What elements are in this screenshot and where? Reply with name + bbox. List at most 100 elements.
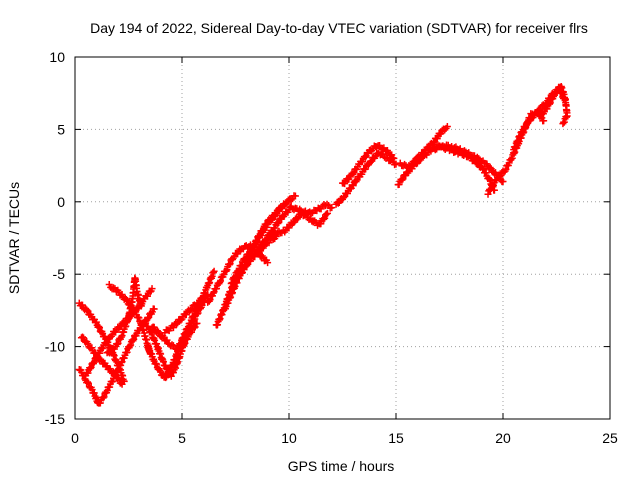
data-point [213,285,221,293]
y-tick-label: 5 [57,121,65,137]
data-point [253,237,261,245]
data-point [499,178,507,186]
data-point [100,393,108,401]
data-point [169,324,177,332]
data-point [92,318,100,326]
data-point [96,324,104,332]
grid [75,57,610,419]
data-point [264,259,272,267]
data-point [294,215,302,223]
data-point [522,122,530,130]
data-point [162,373,170,381]
axis-ticks: 0 5 10 15 20 25 -15 -10 -5 0 5 10 [45,49,618,446]
data-point [127,341,135,349]
data-point [168,341,176,349]
data-point [482,169,490,177]
data-point [162,374,170,382]
data-point [86,364,94,372]
data-point [103,339,111,347]
data-point [540,117,548,125]
data-point [231,272,239,280]
data-point [144,314,152,322]
data-track [227,192,299,287]
data-point [484,190,492,198]
y-tick-label: 0 [57,194,65,210]
data-point [340,194,348,202]
data-point [129,337,137,345]
data-point [110,284,118,292]
data-point [479,165,487,173]
data-point [345,175,353,183]
y-tick-label: 10 [49,49,65,65]
data-point [290,218,298,226]
data-point [473,153,481,161]
data-track [148,267,218,353]
data-point [317,220,325,228]
data-point [217,277,225,285]
data-point [398,176,406,184]
y-axis-label: SDTVAR / TECUs [6,182,22,294]
data-point [516,132,524,140]
data-point [392,160,400,168]
data-point [117,379,125,387]
data-point [187,306,195,314]
data-track [264,209,332,241]
data-point [113,340,121,348]
data-point [84,369,92,377]
data-point [253,238,261,246]
data-point [413,159,421,167]
data-point [364,149,372,157]
data-track [339,142,398,188]
x-tick-label: 25 [602,430,618,446]
data-point [83,306,91,314]
data-point [135,314,143,322]
data-point [358,158,366,166]
data-point [335,199,343,207]
chart-title: Day 194 of 2022, Sidereal Day-to-day VTE… [90,20,588,36]
data-point [546,100,554,108]
data-point [137,302,145,310]
data-track [394,142,498,194]
data-point [443,123,451,131]
data-point [96,399,104,407]
data-point [349,182,357,190]
data-point [117,333,125,341]
data-track [103,274,145,357]
data-point [241,255,249,263]
data-point [366,158,374,166]
data-point [222,267,230,275]
data-track [253,200,336,256]
y-tick-label: -10 [45,339,65,355]
data-point [361,153,369,161]
data-point [486,186,494,194]
data-point [390,154,398,162]
data-point [123,296,131,304]
data-point [268,216,276,224]
data-point [90,358,98,366]
data-point [362,165,370,173]
data-point [401,160,409,168]
data-point [209,289,217,297]
data-point [80,334,88,342]
data-point [87,363,95,371]
data-track [538,82,571,128]
data-point [546,99,554,107]
data-point [95,323,103,331]
data-point [395,180,403,188]
data-point [84,379,92,387]
data-point [550,93,558,101]
x-tick-label: 5 [178,430,186,446]
data-series [75,82,571,407]
data-point [497,172,505,180]
data-point [526,117,534,125]
data-point [154,328,162,336]
data-point [502,165,510,173]
data-track [484,107,548,198]
data-point [102,339,110,347]
data-point [216,278,224,286]
y-tick-label: -5 [53,266,66,282]
x-tick-label: 20 [495,430,511,446]
data-point [324,209,332,217]
x-tick-label: 15 [388,430,404,446]
data-point [78,333,86,341]
